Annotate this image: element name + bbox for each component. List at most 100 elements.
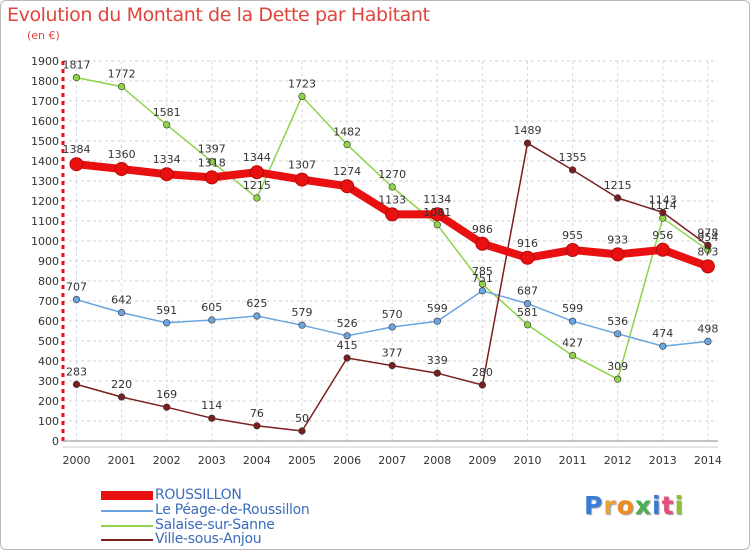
data-label: 625 xyxy=(246,297,267,310)
data-point xyxy=(433,317,441,325)
data-point xyxy=(610,247,625,262)
data-label: 599 xyxy=(562,302,583,315)
x-tick-label: 2012 xyxy=(604,454,632,467)
data-point xyxy=(565,243,580,257)
data-point xyxy=(253,312,261,320)
x-tick-label: 2000 xyxy=(63,454,91,467)
data-point xyxy=(298,321,306,329)
data-label: 1133 xyxy=(378,193,406,206)
data-label: 581 xyxy=(517,306,538,319)
data-label: 474 xyxy=(652,327,673,340)
data-label: 1318 xyxy=(198,156,226,169)
data-point xyxy=(388,362,396,370)
legend-swatch xyxy=(101,525,153,527)
data-label: 427 xyxy=(562,337,583,350)
data-label: 114 xyxy=(201,399,222,412)
data-label: 1274 xyxy=(333,165,361,178)
data-point xyxy=(249,165,264,180)
data-point xyxy=(117,309,126,317)
data-label: 280 xyxy=(472,366,493,379)
data-label: 785 xyxy=(472,265,493,278)
y-tick-label: 1000 xyxy=(31,235,59,248)
data-point xyxy=(478,287,487,295)
data-point xyxy=(433,221,441,229)
data-point xyxy=(388,323,396,331)
data-label: 1270 xyxy=(378,168,406,181)
y-tick-label: 1600 xyxy=(31,115,59,128)
data-label: 1581 xyxy=(153,106,181,119)
data-label: 220 xyxy=(111,378,132,391)
y-tick-label: 100 xyxy=(38,415,59,428)
data-point xyxy=(568,352,577,360)
data-label: 526 xyxy=(337,317,358,330)
y-tick-label: 200 xyxy=(38,395,59,408)
legend-item-peage[interactable]: Le Péage-de-Roussillon xyxy=(101,502,361,519)
data-point xyxy=(298,92,306,100)
y-tick-label: 300 xyxy=(38,375,59,388)
x-tick-label: 2009 xyxy=(468,454,496,467)
data-label: 956 xyxy=(652,229,673,242)
x-tick-label: 2001 xyxy=(108,454,136,467)
series-3 xyxy=(72,139,712,435)
data-point xyxy=(430,207,445,222)
data-point xyxy=(72,296,81,304)
legend-swatch xyxy=(101,510,153,512)
data-point xyxy=(385,207,400,222)
proxiti-logo: Proxiti xyxy=(584,491,684,520)
series-group xyxy=(69,73,715,435)
y-tick-label: 1500 xyxy=(31,135,59,148)
legend-item-roussillon[interactable]: ROUSSILLON xyxy=(101,487,361,504)
data-label: 1114 xyxy=(649,199,677,212)
data-point xyxy=(568,166,577,174)
x-tick-label: 2011 xyxy=(559,454,587,467)
data-point xyxy=(72,380,81,389)
data-point xyxy=(295,172,309,187)
data-point xyxy=(475,236,490,251)
data-label: 1134 xyxy=(423,193,451,206)
data-point xyxy=(117,393,126,401)
data-point xyxy=(208,316,216,324)
y-tick-label: 1800 xyxy=(31,75,59,88)
data-point xyxy=(343,332,351,340)
legend-item-ville[interactable]: Ville-sous-Anjou xyxy=(101,531,361,548)
legend-item-salaise[interactable]: Salaise-sur-Sanne xyxy=(101,517,361,534)
y-tick-label: 1900 xyxy=(31,55,59,68)
data-label: 605 xyxy=(201,301,222,314)
data-point xyxy=(159,167,174,182)
data-point xyxy=(163,121,171,129)
data-point xyxy=(69,157,84,172)
logo-letter: x xyxy=(634,491,652,520)
data-label: 1355 xyxy=(559,151,587,164)
data-label: 599 xyxy=(427,302,448,315)
data-point xyxy=(568,317,577,325)
data-label: 687 xyxy=(517,285,538,298)
logo-letter: r xyxy=(603,491,617,520)
logo-letter: i xyxy=(652,491,662,520)
data-point xyxy=(208,158,216,166)
legend-label: Le Péage-de-Roussillon xyxy=(155,502,310,518)
data-label: 415 xyxy=(337,339,358,352)
data-label: 570 xyxy=(382,308,403,321)
data-point xyxy=(614,330,622,338)
y-tick-label: 400 xyxy=(38,355,59,368)
data-label: 1215 xyxy=(243,179,271,192)
data-label: 955 xyxy=(562,229,583,242)
logo-letter: o xyxy=(616,491,635,520)
data-point xyxy=(614,375,622,383)
data-label: 1360 xyxy=(108,148,136,161)
data-point xyxy=(204,170,219,185)
x-tick-label: 2002 xyxy=(153,454,181,467)
data-label: 1723 xyxy=(288,77,316,90)
y-tick-label: 0 xyxy=(52,435,59,448)
data-point xyxy=(478,381,487,389)
data-label: 50 xyxy=(295,412,309,425)
x-tick-label: 2004 xyxy=(243,454,271,467)
data-label: 339 xyxy=(427,354,448,367)
y-tick-label: 600 xyxy=(38,315,59,328)
x-tick-label: 2013 xyxy=(649,454,677,467)
data-label: 707 xyxy=(66,281,87,294)
data-label: 309 xyxy=(607,360,628,373)
x-tick-label: 2005 xyxy=(288,454,316,467)
